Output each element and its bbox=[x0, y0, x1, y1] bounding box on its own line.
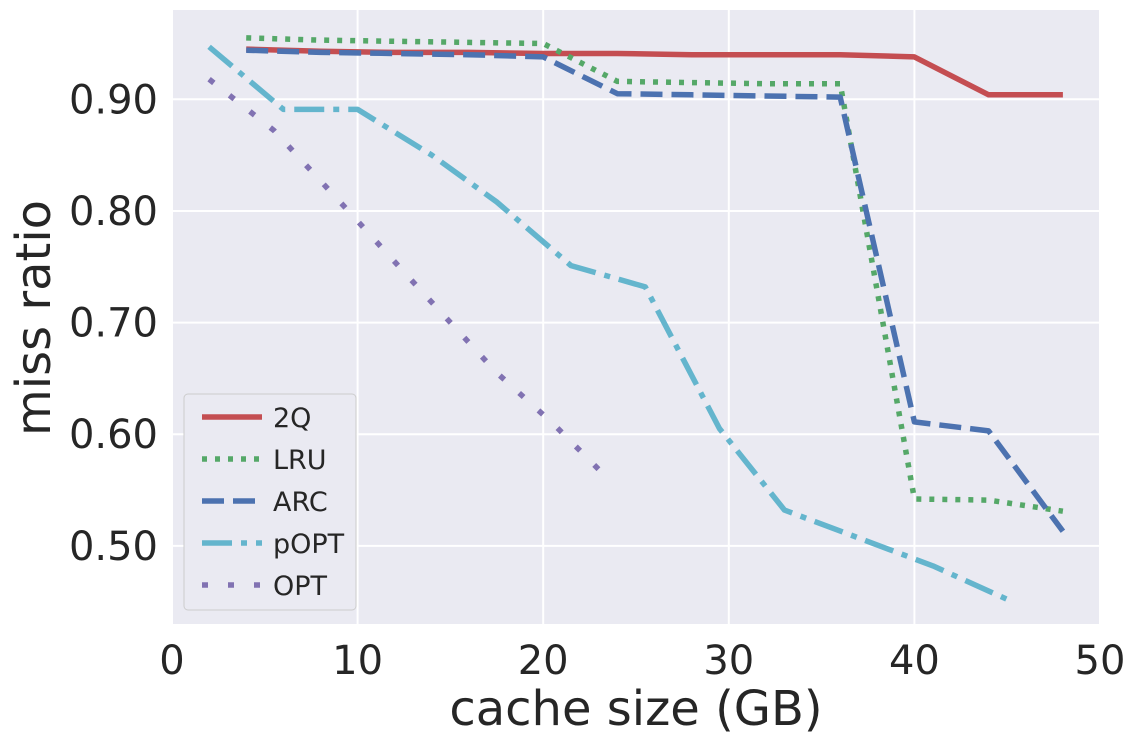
y-axis-label: miss ratio bbox=[6, 200, 62, 436]
legend: 2Q LRU ARC pOPT OPT bbox=[183, 393, 357, 611]
legend-label-lru: LRU bbox=[273, 445, 327, 476]
x-tick-label: 40 bbox=[889, 638, 940, 684]
legend-label-arc: ARC bbox=[273, 487, 328, 518]
y-tick-label: 0.50 bbox=[69, 524, 158, 570]
x-tick-label: 10 bbox=[332, 638, 383, 684]
legend-label-opt: OPT bbox=[273, 571, 328, 602]
y-tick-label: 0.70 bbox=[69, 301, 158, 347]
legend-label-popt: pOPT bbox=[273, 529, 345, 560]
y-tick-label: 0.80 bbox=[69, 189, 158, 235]
y-tick-labels: 0.50 0.60 0.70 0.80 0.90 bbox=[69, 77, 158, 570]
x-tick-label: 0 bbox=[159, 638, 184, 684]
series-lines bbox=[207, 35, 1066, 602]
x-axis-label: cache size (GB) bbox=[449, 681, 822, 737]
y-tick-label: 0.90 bbox=[69, 77, 158, 123]
series-line-arc bbox=[246, 47, 1066, 533]
series-line-popt bbox=[207, 44, 1009, 602]
legend-box bbox=[183, 393, 357, 611]
y-tick-label: 0.60 bbox=[69, 412, 158, 458]
x-tick-label: 20 bbox=[518, 638, 569, 684]
x-tick-labels: 0 10 20 30 40 50 bbox=[159, 638, 1125, 684]
series-line-opt bbox=[207, 77, 611, 481]
x-tick-label: 30 bbox=[703, 638, 754, 684]
x-tick-label: 50 bbox=[1075, 638, 1126, 684]
series-line-lru bbox=[246, 35, 1064, 514]
legend-label-2q: 2Q bbox=[273, 403, 311, 434]
